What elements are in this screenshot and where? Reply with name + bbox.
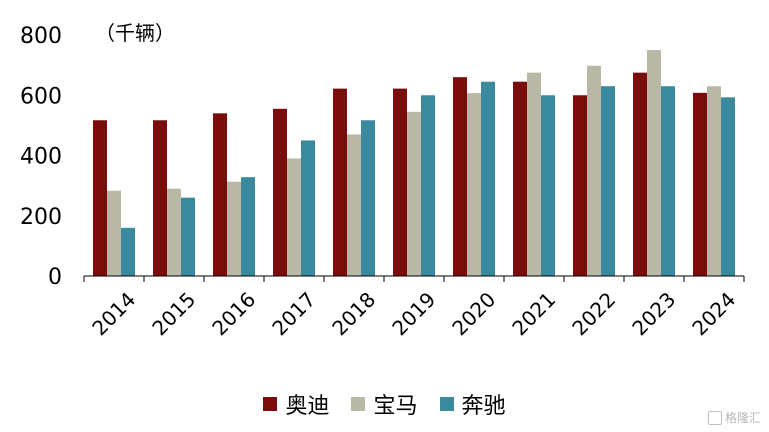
- legend-label: 奥迪: [285, 394, 330, 419]
- bar: [227, 181, 241, 276]
- bar: [647, 50, 661, 276]
- bar: [481, 81, 495, 276]
- bar: [213, 113, 227, 276]
- bar: [587, 65, 601, 276]
- legend-label: 宝马: [373, 394, 418, 419]
- bar: [93, 120, 107, 276]
- x-tick-label: 2024: [687, 287, 740, 340]
- bar: [167, 188, 181, 276]
- legend: 奥迪 宝马 奔驰: [0, 388, 769, 420]
- bar: [721, 97, 735, 276]
- bar: [393, 88, 407, 276]
- bar: [573, 95, 587, 276]
- y-tick-label: 0: [48, 265, 62, 290]
- bar: [693, 92, 707, 276]
- bar: [287, 158, 301, 276]
- bar: [333, 88, 347, 276]
- legend-label: 奔驰: [461, 394, 506, 419]
- bars: [93, 50, 735, 277]
- y-tick-label: 200: [20, 205, 62, 230]
- bar: [361, 120, 375, 276]
- watermark-logo-icon: [707, 410, 722, 425]
- bar: [421, 95, 435, 276]
- y-tick-label: 400: [20, 145, 62, 170]
- y-tick-label: 800: [20, 24, 62, 49]
- y-tick-label: 600: [20, 84, 62, 109]
- bar: [273, 108, 287, 277]
- bar: [301, 140, 315, 276]
- bar: [181, 197, 195, 276]
- bar: [527, 72, 541, 276]
- bar: [241, 177, 255, 276]
- bar: [467, 93, 481, 276]
- bar: [633, 72, 647, 276]
- x-tick-label: 2015: [147, 287, 200, 340]
- x-tick-label: 2014: [87, 287, 140, 340]
- x-tick-label: 2021: [507, 287, 560, 340]
- legend-swatch: [439, 397, 454, 411]
- bar: [661, 86, 675, 277]
- bar: [107, 190, 121, 276]
- x-tick-label: 2019: [387, 287, 440, 340]
- x-tick-label: 2017: [267, 287, 320, 340]
- legend-swatch: [263, 397, 278, 411]
- watermark-text: 格隆汇: [724, 411, 761, 425]
- y-axis: 0 200 400 600 800: [20, 24, 62, 290]
- bar: [601, 86, 615, 277]
- bar: [153, 120, 167, 276]
- x-tick-label: 2023: [627, 287, 680, 340]
- x-axis: 2014 2015 2016 2017 2018 2019 2020 2021 2022 2023…: [83, 275, 745, 340]
- x-tick-label: 2016: [207, 287, 260, 340]
- bar: [707, 86, 721, 277]
- bar: [347, 134, 361, 276]
- bar: [513, 81, 527, 276]
- legend-item: 奥迪: [263, 388, 329, 420]
- legend-swatch: [351, 397, 366, 411]
- bar: [121, 227, 135, 276]
- x-tick-label: 2022: [567, 287, 620, 340]
- bar: [407, 111, 421, 276]
- x-tick-label: 2018: [327, 287, 380, 340]
- bar: [453, 77, 467, 276]
- unit-label: （千辆）: [95, 21, 175, 45]
- legend-item: 奔驰: [439, 388, 506, 420]
- legend-item: 宝马: [351, 388, 418, 420]
- watermark: 格隆汇: [707, 409, 761, 426]
- bar: [541, 95, 555, 276]
- x-tick-label: 2020: [447, 287, 500, 340]
